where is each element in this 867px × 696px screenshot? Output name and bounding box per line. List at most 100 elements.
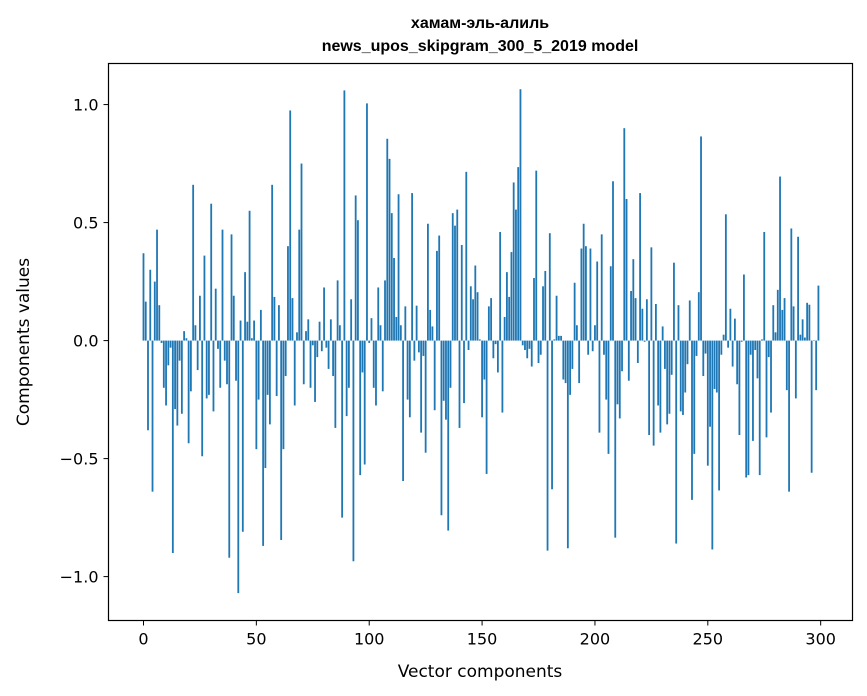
bar-component-151: [483, 340, 486, 380]
bar-component-253: [713, 340, 716, 389]
bar-component-287: [790, 228, 793, 341]
bar-component-3: [149, 269, 152, 341]
bar-component-0: [142, 253, 145, 341]
bar-component-29: [208, 340, 210, 395]
bar-component-230: [661, 326, 664, 341]
bar-component-248: [702, 340, 705, 376]
bar-component-116: [404, 306, 407, 341]
bar-component-61: [280, 340, 283, 541]
bar-component-79: [320, 340, 323, 352]
bar-component-57: [271, 184, 274, 341]
bar-component-8: [160, 340, 163, 343]
bar-component-209: [614, 340, 617, 538]
bar-component-114: [399, 325, 402, 341]
bar-component-77: [316, 340, 319, 358]
x-tick-label: 100: [354, 630, 385, 649]
bar-component-249: [704, 340, 707, 354]
bar-component-264: [738, 340, 741, 435]
x-tick-label: 150: [467, 630, 498, 649]
bar-component-285: [785, 340, 788, 391]
bar-component-262: [733, 318, 736, 341]
bar-component-205: [605, 340, 608, 400]
bar-component-24: [196, 340, 199, 371]
bar-component-121: [415, 305, 418, 341]
bar-component-71: [302, 340, 305, 385]
bar-component-289: [794, 340, 797, 399]
bar-component-65: [289, 110, 292, 341]
bar-component-290: [797, 236, 800, 341]
bar-component-20: [187, 340, 190, 444]
bar-component-96: [359, 340, 362, 476]
bar-component-153: [487, 306, 490, 341]
bar-component-168: [521, 340, 524, 346]
bar-component-44: [241, 340, 244, 532]
bar-component-286: [788, 340, 790, 492]
bar-component-62: [282, 340, 285, 450]
bar-component-89: [343, 90, 346, 341]
bar-component-13: [171, 340, 174, 553]
bar-component-246: [697, 292, 700, 341]
bar-component-97: [361, 340, 364, 373]
bar-component-100: [368, 340, 371, 343]
bar-component-130: [436, 250, 438, 341]
bar-component-139: [456, 209, 459, 341]
y-tick-label: 0.5: [73, 214, 98, 233]
bar-component-129: [433, 340, 436, 411]
bar-component-59: [275, 340, 278, 397]
bar-component-238: [679, 340, 682, 412]
bar-component-191: [573, 282, 576, 341]
bar-component-166: [517, 167, 520, 341]
bar-component-34: [219, 340, 222, 388]
bar-component-21: [189, 340, 192, 392]
bar-component-208: [612, 181, 614, 341]
bar-component-18: [183, 331, 186, 341]
bar-component-28: [205, 340, 208, 399]
bar-component-292: [801, 319, 804, 341]
bar-component-86: [336, 280, 339, 341]
bar-component-177: [542, 286, 544, 341]
bar-component-26: [201, 340, 204, 457]
bar-component-252: [711, 340, 714, 550]
bar-component-221: [641, 308, 644, 341]
bar-component-203: [600, 234, 603, 341]
bar-component-202: [598, 340, 601, 433]
bar-component-75: [311, 340, 314, 346]
bar-component-68: [296, 332, 298, 341]
bar-component-104: [377, 287, 380, 341]
bar-component-243: [691, 340, 693, 500]
bar-component-219: [636, 340, 639, 364]
bar-component-134: [445, 340, 447, 420]
bar-component-141: [460, 244, 463, 341]
bar-component-107: [384, 280, 386, 341]
bar-component-41: [235, 340, 237, 381]
bar-component-254: [715, 340, 718, 393]
bar-component-43: [239, 320, 242, 341]
bar-component-111: [393, 257, 395, 341]
bar-component-124: [422, 340, 425, 356]
bar-component-240: [684, 340, 687, 393]
bar-component-270: [752, 340, 754, 441]
x-axis-label: Vector components: [398, 662, 563, 682]
bar-component-223: [645, 299, 648, 341]
y-axis-ticks: −1.0 −0.5 0.0 0.5 1.0: [60, 96, 109, 587]
bar-component-175: [537, 340, 540, 364]
bar-component-83: [329, 319, 332, 341]
bar-component-200: [594, 325, 596, 341]
bar-component-131: [438, 235, 441, 341]
bar-component-91: [347, 340, 350, 388]
bar-component-229: [659, 340, 662, 433]
bar-component-118: [408, 340, 411, 418]
bar-component-88: [341, 340, 344, 518]
bar-component-234: [670, 340, 673, 375]
bar-component-47: [248, 210, 251, 341]
bar-component-113: [397, 194, 400, 341]
bar-component-135: [447, 340, 450, 531]
bar-component-143: [465, 171, 468, 341]
bar-component-101: [370, 318, 373, 341]
bar-component-218: [634, 298, 637, 341]
bar-component-108: [386, 138, 389, 341]
bar-component-144: [467, 340, 470, 351]
bar-component-199: [591, 340, 594, 352]
bar-component-276: [765, 340, 768, 438]
